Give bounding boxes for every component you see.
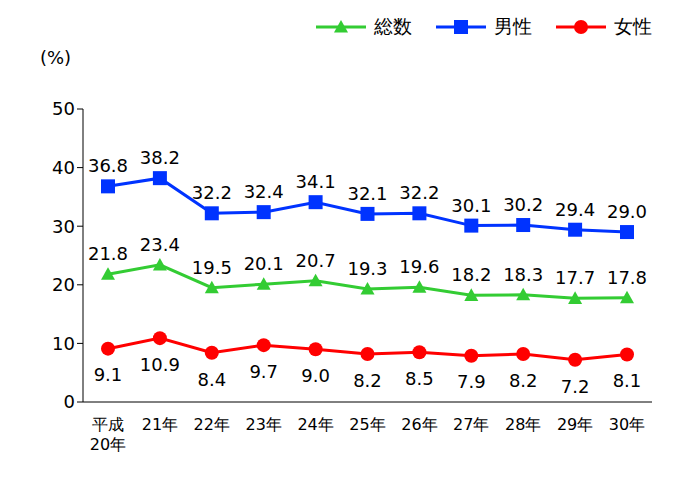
svg-text:30年: 30年	[609, 415, 645, 434]
svg-text:22年: 22年	[194, 415, 230, 434]
svg-text:19.5: 19.5	[192, 257, 232, 278]
svg-text:38.2: 38.2	[140, 147, 180, 168]
html-text:女性: 女性	[614, 15, 652, 37]
svg-text:20: 20	[52, 274, 75, 295]
svg-text:24年: 24年	[297, 415, 333, 434]
svg-text:20.1: 20.1	[244, 253, 284, 274]
svg-text:17.7: 17.7	[555, 267, 595, 288]
svg-text:32.2: 32.2	[192, 182, 232, 203]
html-text:総数: 総数	[374, 15, 412, 37]
svg-text:7.9: 7.9	[457, 371, 486, 392]
html-text:男性: 男性	[494, 15, 532, 37]
svg-text:21年: 21年	[142, 415, 178, 434]
svg-text:30.1: 30.1	[451, 195, 491, 216]
svg-text:26年: 26年	[401, 415, 437, 434]
svg-text:9.7: 9.7	[249, 361, 278, 382]
svg-text:27年: 27年	[453, 415, 489, 434]
svg-text:23.4: 23.4	[140, 234, 180, 255]
svg-text:平成20年: 平成20年	[90, 415, 126, 454]
svg-text:29.4: 29.4	[555, 199, 595, 220]
svg-text:7.2: 7.2	[561, 376, 590, 397]
svg-text:10.9: 10.9	[140, 354, 180, 375]
svg-text:9.0: 9.0	[301, 365, 330, 386]
svg-text:30.2: 30.2	[503, 194, 543, 215]
svg-text:9.1: 9.1	[94, 364, 123, 385]
svg-text:8.1: 8.1	[613, 370, 642, 391]
svg-text:32.2: 32.2	[399, 182, 439, 203]
svg-text:25年: 25年	[349, 415, 385, 434]
svg-text:50: 50	[52, 98, 75, 119]
svg-text:8.5: 8.5	[405, 368, 434, 389]
svg-text:18.3: 18.3	[503, 264, 543, 285]
svg-text:18.2: 18.2	[451, 264, 491, 285]
svg-text:21.8: 21.8	[88, 243, 128, 264]
svg-text:32.4: 32.4	[244, 181, 284, 202]
svg-text:29.0: 29.0	[607, 201, 647, 222]
svg-text:34.1: 34.1	[296, 171, 336, 192]
svg-text:8.4: 8.4	[197, 369, 226, 390]
svg-text:19.6: 19.6	[399, 256, 439, 277]
svg-text:17.8: 17.8	[607, 267, 647, 288]
svg-text:36.8: 36.8	[88, 155, 128, 176]
svg-text:32.1: 32.1	[347, 183, 387, 204]
svg-text:19.3: 19.3	[347, 258, 387, 279]
svg-text:29年: 29年	[557, 415, 593, 434]
svg-text:8.2: 8.2	[353, 370, 382, 391]
svg-text:20.7: 20.7	[296, 250, 336, 271]
svg-text:30: 30	[52, 216, 75, 237]
svg-text:10: 10	[52, 333, 75, 354]
svg-text:28年: 28年	[505, 415, 541, 434]
svg-text:23年: 23年	[246, 415, 282, 434]
svg-text:(%): (%)	[40, 47, 71, 68]
svg-text:0: 0	[64, 391, 75, 412]
svg-text:8.2: 8.2	[509, 370, 538, 391]
svg-text:40: 40	[52, 157, 75, 178]
